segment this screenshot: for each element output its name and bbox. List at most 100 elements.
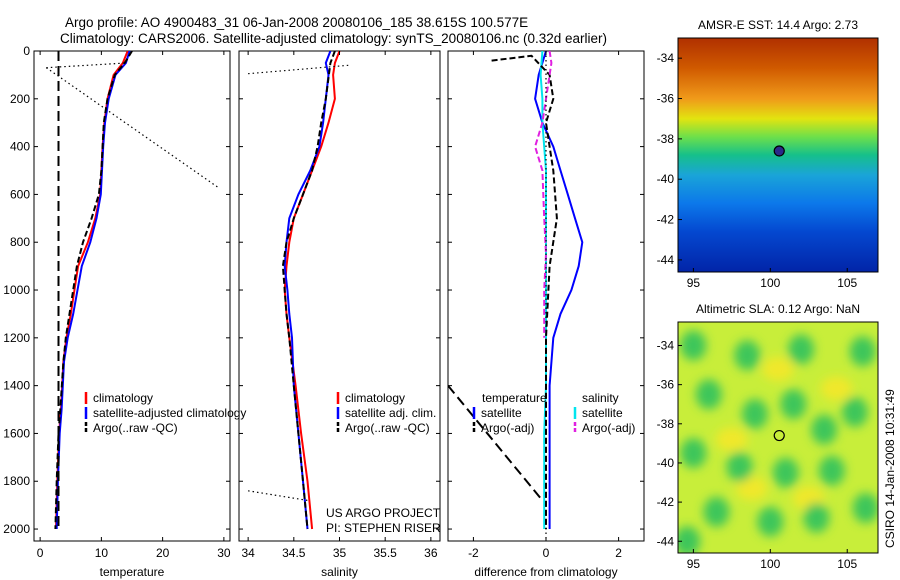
sla_map-xtick-label: 105 (837, 557, 857, 571)
difference-xtick-label: -2 (468, 546, 479, 560)
sla-high-blob (735, 476, 768, 501)
figure-side-caption: CSIRO 14-Jan-2008 10:31:49 (883, 389, 897, 548)
sla-low-blob (695, 379, 722, 410)
sla_map-ytick-label: -42 (657, 495, 675, 509)
salinity-xlabel: salinity (321, 565, 358, 579)
difference-salinity-legend-label: satellite (582, 406, 623, 420)
sla-high-blob (715, 427, 748, 452)
sla_map-argo-marker (773, 429, 785, 442)
sla-low-blob (680, 438, 707, 469)
difference-series-temperature-satellite (534, 51, 584, 529)
depth-tick-label: 1200 (3, 331, 30, 345)
depth-tick-label: 0 (23, 44, 30, 58)
sla-high-blob (820, 376, 853, 401)
salinity-xtick-label: 35.5 (374, 546, 398, 560)
difference-series-temperature-argo-raw (448, 384, 544, 502)
temperature-series-group (45, 51, 219, 530)
sst_map-axes-box (677, 37, 879, 273)
sst_map-ytick-label: -34 (657, 51, 675, 65)
difference-xtick-label: 2 (615, 546, 622, 560)
temperature-xtick-label: 20 (156, 546, 170, 560)
sla-low-blob (788, 334, 815, 365)
salinity-legend-label: Argo(..raw -QC) (345, 421, 430, 435)
depth-tick-label: 400 (10, 140, 30, 154)
sla-low-blob (780, 389, 807, 420)
sla_map-ytick-label: -44 (657, 534, 675, 548)
panel-salinity: 34 34.5 35 35.5 36 salinity climatologysatelli… (238, 50, 441, 579)
sst_map-argo-marker (773, 145, 785, 157)
salinity-axes-box (238, 50, 441, 542)
sst_map-xtick-label: 100 (760, 276, 780, 290)
sst_map-xtick-label: 95 (687, 276, 701, 290)
temperature-legend-label: climatology (93, 391, 153, 405)
difference-temperature-legend-label: Argo(-adj) (481, 421, 534, 435)
temperature-series-raw-dotted-2 (45, 67, 219, 188)
sla-low-blob (841, 397, 868, 428)
depth-tick-label: 200 (10, 92, 30, 106)
panel-sla_map: 95 100 105 -34 -36 -38 -40 -42 -44 Altimetric SLA… (657, 302, 879, 571)
sla_map-ytick-label: -40 (657, 456, 675, 470)
temperature-series-satellite-adjusted-climatology (55, 51, 131, 530)
sla-low-blob (757, 506, 784, 537)
difference-xlabel: difference from climatology (474, 565, 617, 579)
difference-legend-salinity-title: salinity (582, 391, 619, 405)
depth-tick-label: 1600 (3, 426, 30, 440)
sst_map-ytick-label: -44 (657, 253, 675, 267)
depth-tick-label: 1400 (3, 379, 30, 393)
sla-low-blob (818, 455, 845, 486)
sla_map-xtick-label: 95 (687, 557, 701, 571)
sst_map-ytick-label: -40 (657, 172, 675, 186)
temperature-legend-label: Argo(..raw -QC) (93, 421, 178, 435)
salinity-xtick-label: 35 (333, 546, 347, 560)
temperature-xtick-label: 10 (95, 546, 109, 560)
sla_map-ytick-label: -34 (657, 338, 675, 352)
depth-tick-label: 1000 (3, 283, 30, 297)
sla-low-blob (734, 340, 761, 371)
sla-high-blob (762, 356, 794, 381)
temperature-legend-label: satellite-adjusted climatology (93, 406, 246, 420)
sla_map-ytick-label: -38 (657, 417, 675, 431)
difference-series-salinity-argo-adj- (534, 51, 553, 338)
sla_map-xtick-label: 100 (760, 557, 780, 571)
figure-title-line1: Argo profile: AO 4900483_31 06-Jan-2008 … (65, 15, 528, 30)
sst_map-ytick-label: -36 (657, 92, 675, 106)
sla-low-blob (852, 492, 878, 523)
sla_map-ytick-label: -36 (657, 378, 675, 392)
sst_map-xtick-label: 105 (837, 276, 857, 290)
salinity-legend-label: satellite adj. clim. (345, 406, 436, 420)
temperature-xtick-label: 30 (217, 546, 231, 560)
difference-series-group (448, 51, 584, 541)
salinity-series-raw-dotted-2 (248, 490, 308, 501)
salinity-series-satellite-adj-clim- (283, 51, 332, 530)
depth-tick-label: 800 (10, 235, 30, 249)
sst_map-title: AMSR-E SST: 14.4 Argo: 2.73 (698, 18, 858, 32)
difference-series-temperature-argo-adj- (491, 54, 558, 529)
salinity-xtick-label: 36 (424, 546, 438, 560)
sla-low-blob (680, 330, 707, 361)
salinity-legend-label: climatology (345, 391, 405, 405)
difference-salinity-legend-label: Argo(-adj) (582, 421, 635, 435)
project-label-line1: US ARGO PROJECT (326, 506, 441, 520)
difference-legend-temperature-title: temperature (482, 391, 547, 405)
sla-low-blob (811, 414, 838, 445)
sla-low-blob (678, 526, 701, 553)
salinity-series-argo-raw-qc- (281, 51, 336, 530)
plot-area: 0 10 20 30 0 200 400 600 800 1000 1200 1400 1600 1800… (3, 18, 879, 579)
depth-tick-label: 2000 (3, 522, 30, 536)
depth-tick-label: 600 (10, 187, 30, 201)
salinity-xtick-label: 34 (241, 546, 255, 560)
temperature-axes-box (33, 50, 231, 542)
sla-low-blob (726, 451, 753, 482)
temperature-series-climatology (55, 51, 129, 530)
panel-temperature: 0 10 20 30 0 200 400 600 800 1000 1200 1400 1600 1800… (3, 44, 246, 579)
sla-low-blob (772, 457, 799, 488)
figure-title-line2: Climatology: CARS2006. Satellite-adjuste… (60, 31, 607, 46)
temperature-xtick-label: 0 (37, 546, 44, 560)
temperature-series-argo-raw-qc- (54, 51, 133, 530)
depth-tick-label: 1800 (3, 474, 30, 488)
salinity-series-raw-dotted-1 (248, 64, 349, 75)
sla-low-blob (803, 502, 830, 533)
sla-low-blob (703, 496, 730, 527)
salinity-xtick-label: 34.5 (282, 546, 306, 560)
